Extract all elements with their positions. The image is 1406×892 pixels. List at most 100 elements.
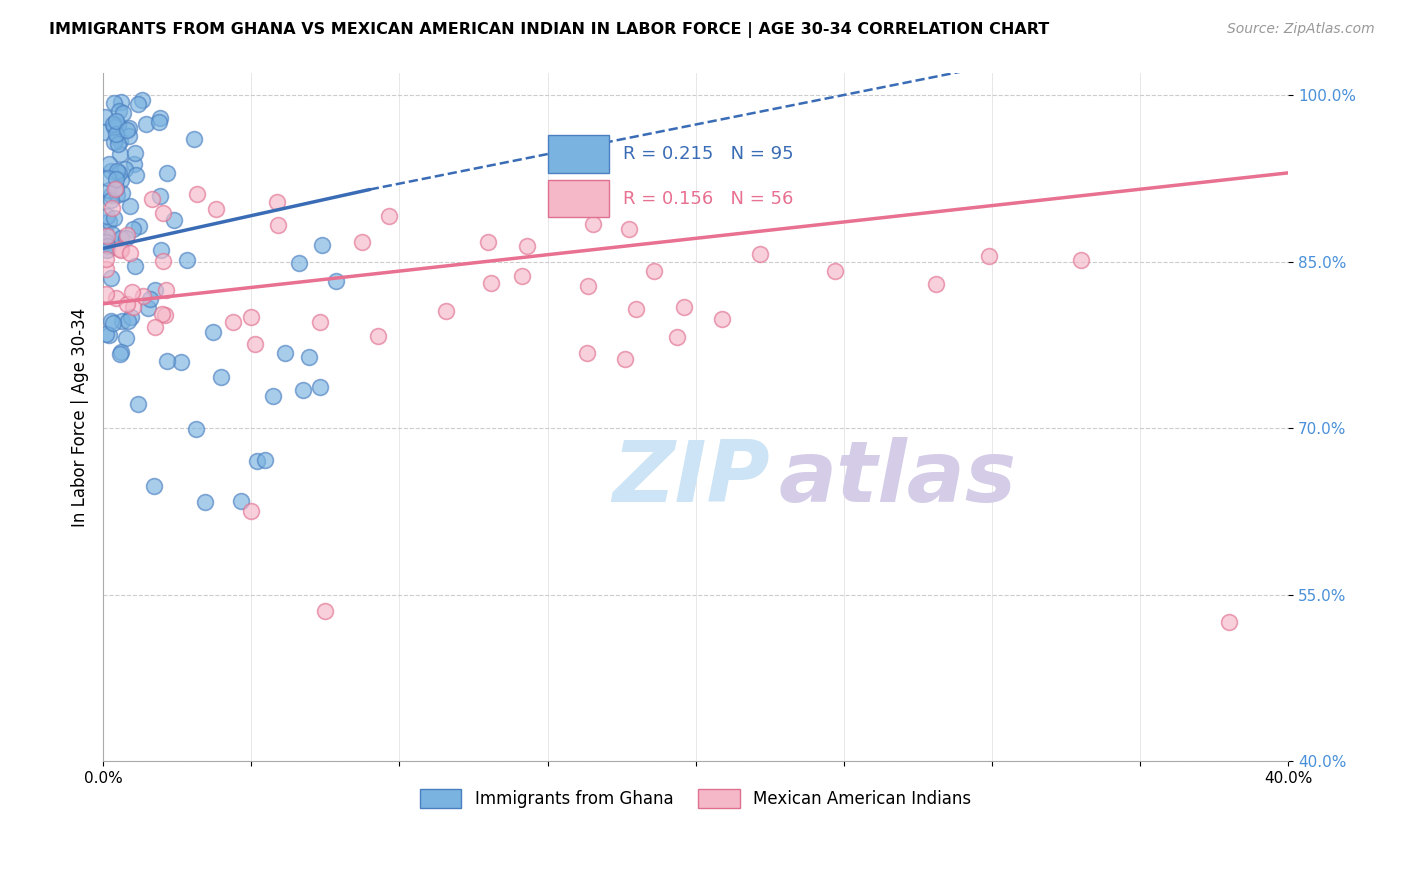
Point [97, 328, 120, 343]
Point [93, 110, 115, 124]
Point [367, 329, 389, 343]
Point [222, 315, 245, 329]
Point [240, 310, 263, 324]
Point [194, 495, 217, 509]
Point [617, 222, 640, 236]
Point [143, 283, 166, 297]
Point [132, 289, 155, 303]
Point [108, 166, 131, 180]
Text: ZIP: ZIP [613, 437, 770, 520]
Point [105, 130, 128, 145]
Point [170, 354, 193, 368]
Point [101, 227, 124, 241]
Point [149, 243, 172, 257]
Point [117, 314, 139, 328]
Point [163, 212, 186, 227]
Point [97, 213, 120, 227]
Point [122, 222, 145, 236]
Point [105, 128, 128, 142]
Point [108, 242, 131, 256]
Point [377, 209, 399, 223]
Point [479, 277, 502, 291]
Point [104, 291, 127, 305]
Point [201, 326, 224, 340]
Point [103, 211, 125, 226]
Point [110, 172, 132, 186]
Point [510, 268, 533, 283]
Point [626, 302, 648, 317]
Point [176, 252, 198, 267]
Point [245, 337, 267, 351]
Point [124, 259, 146, 273]
Point [155, 166, 177, 180]
Point [309, 315, 332, 329]
Point [101, 316, 124, 330]
Point [149, 111, 172, 125]
Point [108, 347, 131, 361]
Point [118, 120, 141, 135]
Point [110, 231, 132, 245]
Point [94, 287, 117, 301]
Point [148, 115, 170, 129]
Point [311, 237, 333, 252]
Point [672, 300, 695, 314]
Text: R = 0.215   N = 95: R = 0.215 N = 95 [623, 145, 794, 163]
Bar [547, 135, 609, 173]
Point [112, 106, 135, 120]
Point [266, 218, 288, 232]
Point [107, 137, 129, 152]
Point [121, 301, 143, 315]
Point [104, 181, 127, 195]
Point [149, 189, 172, 203]
Point [156, 353, 179, 368]
Point [100, 201, 122, 215]
Point [209, 370, 232, 384]
Point [576, 279, 599, 293]
Point [253, 452, 276, 467]
Point [111, 186, 134, 200]
Point [100, 313, 122, 327]
Point [93, 125, 115, 139]
Point [186, 187, 208, 202]
Legend: Immigrants from Ghana, Mexican American Indians: Immigrants from Ghana, Mexican American … [413, 782, 979, 814]
Point [103, 135, 125, 149]
Point [110, 95, 132, 109]
Point [127, 397, 149, 411]
Point [925, 277, 948, 291]
Text: Source: ZipAtlas.com: Source: ZipAtlas.com [1227, 22, 1375, 37]
Point [115, 231, 138, 245]
Bar [547, 179, 609, 218]
Point [575, 346, 598, 360]
Point [246, 453, 269, 467]
Point [150, 307, 173, 321]
Point [152, 205, 174, 219]
Point [105, 188, 128, 202]
Point [155, 283, 177, 297]
Point [96, 238, 118, 252]
Point [97, 170, 120, 185]
Point [100, 271, 122, 285]
Text: IMMIGRANTS FROM GHANA VS MEXICAN AMERICAN INDIAN IN LABOR FORCE | AGE 30-34 CORR: IMMIGRANTS FROM GHANA VS MEXICAN AMERICA… [49, 22, 1049, 38]
Point [824, 264, 846, 278]
Point [114, 162, 136, 177]
Point [110, 313, 132, 327]
Point [516, 239, 538, 253]
Point [266, 195, 288, 210]
Point [94, 327, 117, 342]
Point [298, 351, 321, 365]
Point [108, 147, 131, 161]
Point [110, 243, 132, 257]
Point [153, 308, 176, 322]
Point [96, 243, 118, 257]
Point [665, 330, 688, 344]
Point [128, 219, 150, 234]
Point [115, 228, 138, 243]
Point [120, 310, 142, 325]
Point [127, 97, 149, 112]
Point [96, 209, 118, 223]
Point [141, 192, 163, 206]
Point [100, 164, 122, 178]
Point [274, 345, 297, 359]
Point [131, 93, 153, 107]
Point [977, 249, 1000, 263]
